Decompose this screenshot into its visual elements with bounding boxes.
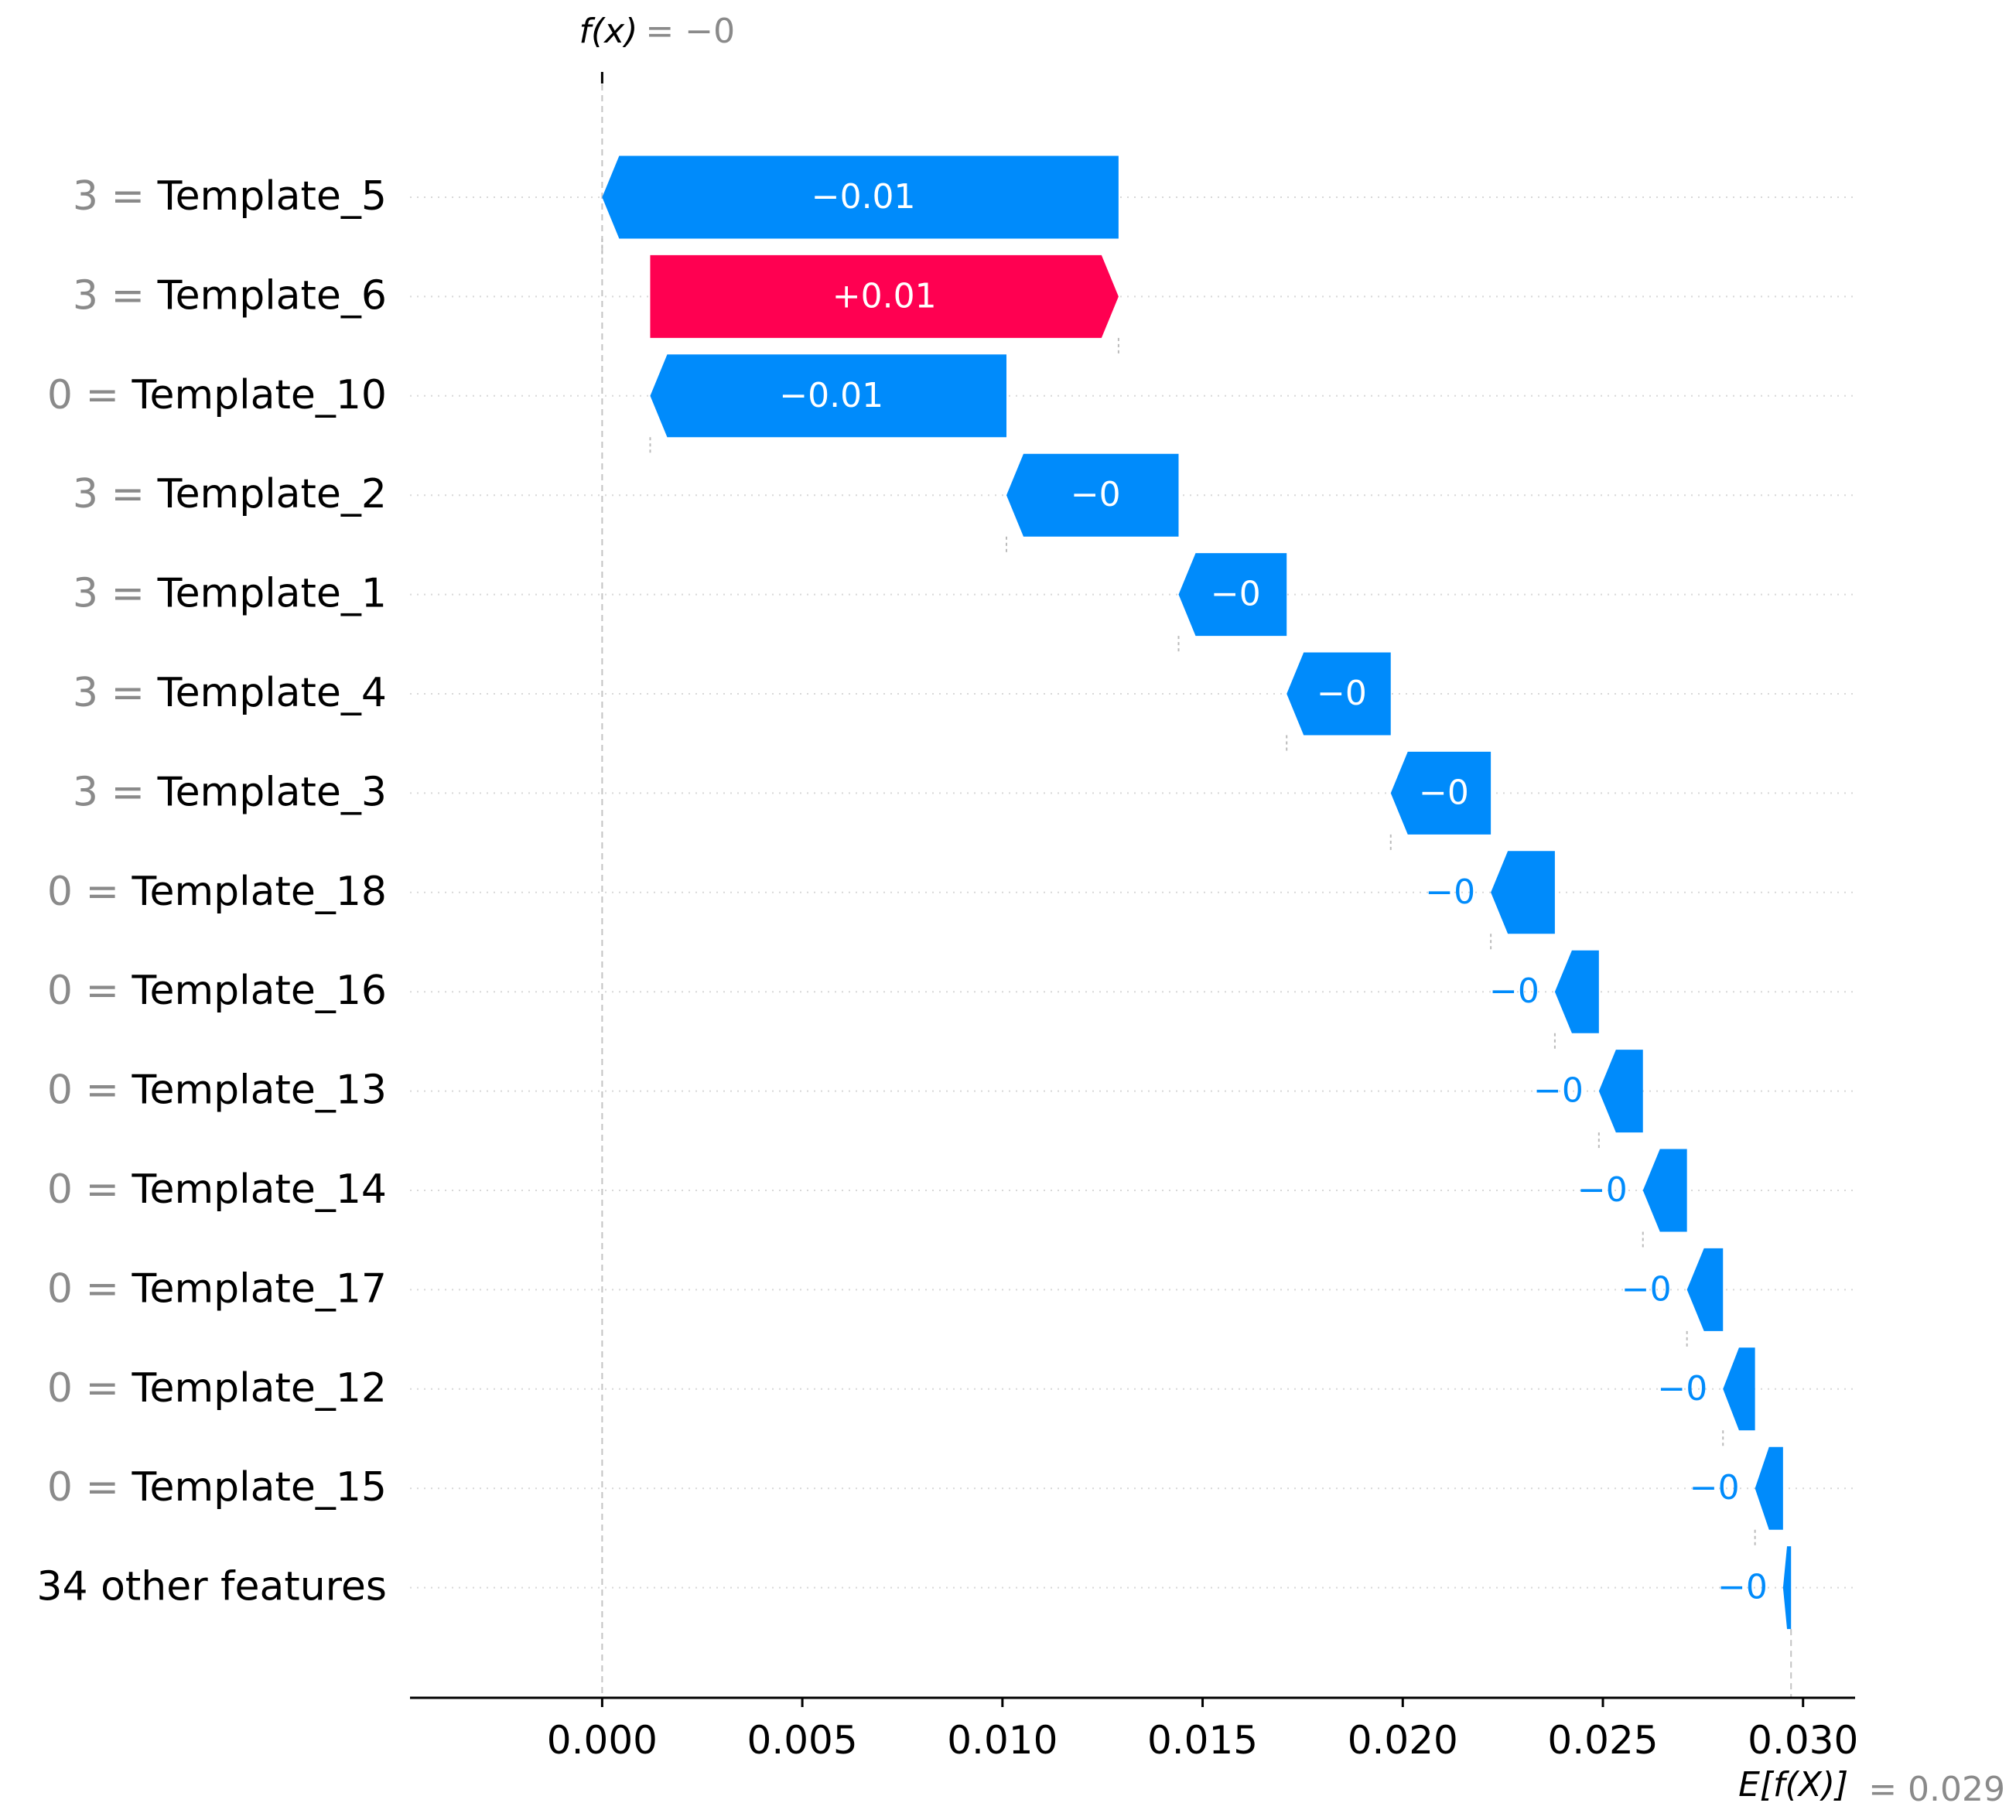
bar-template-16 [1554,950,1599,1033]
feature-value: 0 = [47,968,132,1014]
feature-name: Template_3 [157,769,387,815]
bar-template-3 [1390,751,1491,835]
feature-label: 3 = Template_2 [73,471,387,517]
bar-value-label: −0.01 [779,376,883,415]
feature-name: Template_15 [132,1464,387,1511]
annotations: f(x) = −0 E[f(X)] = 0.029 [579,12,2006,1809]
x-tick-label: 0.010 [947,1718,1058,1763]
bar-template-5 [602,155,1119,239]
bar-value-label: −0 [1211,575,1261,614]
feature-name: Template_1 [157,571,387,617]
feature-value: 0 = [47,1166,132,1213]
feature-value: 3 = [73,471,158,517]
connector-lines [600,72,1792,1698]
bar-template-17 [1686,1248,1724,1331]
x-tick-label: 0.020 [1348,1718,1458,1763]
fx-value: = −0 [645,12,735,51]
feature-label: 0 = Template_18 [47,869,387,915]
feature-label: 34 other features [36,1564,387,1610]
feature-value: 0 = [47,1265,132,1312]
feature-name: Template_6 [157,272,387,319]
bar-value-label: −0 [1533,1071,1584,1111]
bar-template-4 [1286,652,1391,736]
grid-lines [410,196,1855,1589]
feature-label: 0 = Template_10 [47,372,387,418]
feature-value: 0 = [47,869,132,915]
feature-name: Template_16 [132,968,387,1014]
feature-label: 0 = Template_12 [47,1365,387,1412]
feature-name: Template_4 [157,670,387,716]
feature-name: Template_13 [132,1067,387,1114]
feature-label: 3 = Template_5 [73,173,387,220]
bar-template-6 [650,254,1119,338]
bar-template-12 [1723,1347,1755,1431]
feature-label: 0 = Template_13 [47,1067,387,1114]
bar-template-15 [1755,1446,1783,1530]
feature-value: 3 = [73,670,158,716]
feature-value: 0 = [47,372,132,418]
feature-label: 0 = Template_15 [47,1464,387,1511]
feature-value: 3 = [73,571,158,617]
expected-value-label: E[f(X)] [1738,1765,1848,1805]
feature-label: 0 = Template_14 [47,1166,387,1213]
bar-value-label: −0 [1657,1369,1707,1409]
bar-template-14 [1642,1149,1687,1232]
bar-template-1 [1178,553,1287,637]
x-tick-label: 0.005 [747,1718,858,1763]
feature-value: 3 = [73,769,158,815]
feature-label: 3 = Template_4 [73,670,387,716]
feature-name: 34 other features [36,1564,387,1610]
bar-value-label: −0 [1621,1269,1672,1309]
feature-value: 0 = [47,1464,132,1511]
bars: −0.01 +0.01 −0.01 −0 −0 −0 −0 −0 −0 −0 −0 −0 −0 −0 −0 [602,155,1792,1630]
bar-value-label: −0.01 [812,177,916,217]
bar-template-18 [1491,851,1555,934]
feature-name: Template_12 [132,1365,387,1412]
x-tick-label: 0.030 [1748,1718,1858,1763]
x-axis: 0.000 0.005 0.010 0.015 0.020 0.025 0.030 [410,1696,1858,1763]
bar-value-label: −0 [1717,1568,1768,1607]
bar-value-label: −0 [1317,674,1367,713]
bar-template-10 [650,354,1007,438]
feature-value: 0 = [47,1067,132,1114]
bar-template-13 [1598,1050,1643,1133]
bar-value-label: −0 [1071,475,1121,514]
bar-value-label: −0 [1489,971,1539,1011]
expected-value: = 0.029 [1868,1770,2005,1809]
x-tick-label: 0.015 [1147,1718,1258,1763]
bar-value-label: −0 [1690,1468,1740,1508]
feature-label: 3 = Template_3 [73,769,387,815]
feature-name: Template_14 [132,1166,387,1213]
feature-value: 3 = [73,272,158,319]
bar-value-label: +0.01 [832,276,937,316]
x-tick-label: 0.025 [1547,1718,1658,1763]
bar-value-label: −0 [1425,872,1475,912]
feature-name: Template_10 [132,372,387,418]
feature-name: Template_5 [157,173,387,220]
feature-name: Template_18 [132,869,387,915]
feature-labels: 3 = Template_53 = Template_60 = Template… [36,173,387,1610]
feature-label: 3 = Template_1 [73,571,387,617]
x-tick-label: 0.000 [547,1718,658,1763]
bar-value-label: −0 [1577,1170,1628,1210]
bar-34-other-features [1782,1546,1792,1630]
feature-label: 3 = Template_6 [73,272,387,319]
bar-value-label: −0 [1419,773,1469,812]
feature-name: Template_17 [132,1265,387,1312]
fx-label: f(x) [579,12,638,51]
feature-name: Template_2 [157,471,387,517]
feature-value: 0 = [47,1365,132,1412]
bar-template-2 [1006,453,1179,537]
feature-label: 0 = Template_16 [47,968,387,1014]
feature-label: 0 = Template_17 [47,1265,387,1312]
feature-value: 3 = [73,173,158,220]
